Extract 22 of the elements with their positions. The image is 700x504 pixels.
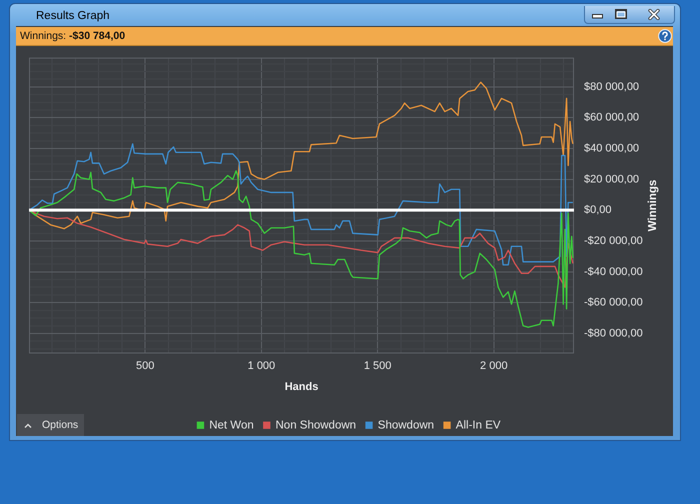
y-tick-label: $80 000,00 — [584, 80, 640, 93]
y-tick-label: $20 000,00 — [584, 173, 640, 186]
legend-label: Net Won — [209, 419, 254, 432]
x-tick-label: 1 000 — [248, 360, 276, 372]
legend-label: Non Showdown — [275, 419, 356, 432]
y-tick-label: $40 000,00 — [584, 142, 640, 155]
options-button: Options — [17, 414, 84, 436]
y-tick-label: $60 000,00 — [584, 112, 640, 124]
y-tick-label: -$40 000,00 — [584, 266, 643, 278]
chart-subtitle: Winnings: -$30 784,00 — [20, 30, 126, 42]
y-axis-title: Winnings — [647, 180, 660, 232]
x-tick-label: 1 500 — [364, 360, 392, 372]
y-tick-label: -$20 000,00 — [584, 235, 643, 248]
y-tick-label: $0,00 — [584, 204, 612, 216]
y-tick-label: -$60 000,00 — [584, 296, 643, 309]
x-tick-label: 500 — [136, 360, 154, 372]
legend-label: All-In EV — [456, 419, 501, 432]
chart-title: Results Graph — [36, 10, 110, 22]
y-tick-label: -$80 000,00 — [584, 327, 643, 340]
x-axis-title: Hands — [284, 380, 318, 393]
legend-label: Showdown — [378, 419, 434, 432]
x-tick-label: 2 000 — [480, 360, 508, 372]
